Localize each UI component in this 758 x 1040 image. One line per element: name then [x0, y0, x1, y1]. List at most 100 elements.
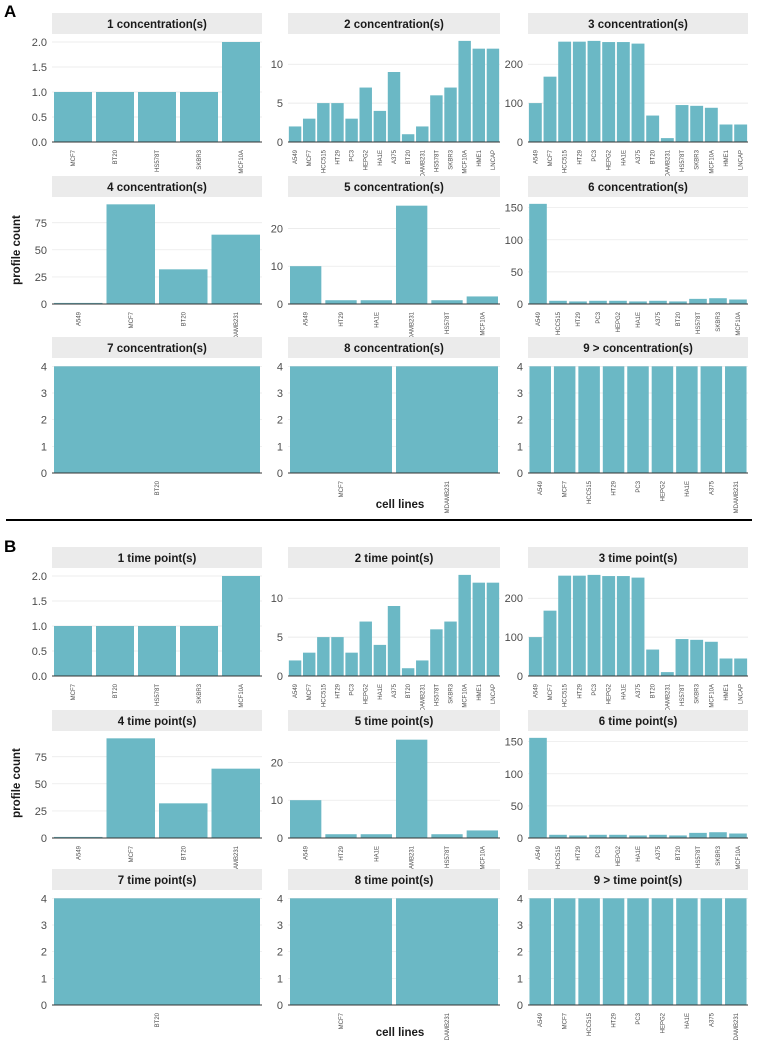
x-tick-label: HCC515	[563, 683, 569, 707]
x-tick-label: HS578T	[434, 684, 440, 706]
facet-strip	[52, 176, 262, 197]
x-tick-label: BT20	[181, 311, 187, 326]
x-tick-label: HA1E	[374, 312, 380, 328]
x-tick-label: MCF7	[339, 1012, 345, 1029]
bar	[396, 205, 428, 304]
x-tick-label: HS578T	[696, 312, 702, 334]
x-tick-label: HS578T	[445, 846, 451, 868]
facet-title: 6 time point(s)	[599, 716, 678, 728]
section-a-ylabel: profile count	[11, 215, 23, 285]
bar	[458, 40, 471, 143]
x-tick-label: HT29	[577, 149, 583, 164]
x-tick-label: MDAMB231	[665, 683, 671, 716]
bar	[54, 898, 260, 1005]
bar	[138, 626, 176, 676]
x-tick-label: BT20	[113, 149, 119, 164]
bar	[373, 110, 387, 142]
x-tick-label: HME1	[477, 149, 483, 166]
bar	[725, 366, 747, 473]
bar	[709, 832, 727, 838]
bar	[734, 658, 748, 676]
bar	[529, 737, 547, 838]
x-tick-label: HME1	[477, 683, 483, 700]
y-tick-label: 2	[517, 415, 523, 427]
facet-b-3: 3 time point(s) 0 100 200 A549 MCF7 HCC515 HT29…	[505, 547, 748, 716]
y-tick-label: 4	[517, 361, 523, 373]
x-tick-label: MCF7	[129, 311, 135, 328]
bar	[627, 366, 649, 473]
y-tick-label: 0	[517, 671, 523, 683]
bar	[290, 800, 322, 838]
bar	[589, 300, 607, 304]
facet-strip	[52, 710, 262, 731]
x-tick-label: MCF10A	[736, 312, 742, 336]
facet-title: 9 > time point(s)	[594, 875, 683, 887]
x-tick-label: PC3	[596, 311, 602, 323]
bar	[725, 898, 747, 1005]
bar	[96, 92, 134, 142]
x-tick-label: MCF7	[563, 480, 569, 497]
x-tick-label: BT20	[676, 845, 682, 860]
x-tick-label: PC3	[350, 149, 356, 161]
y-tick-label: 150	[505, 203, 523, 215]
x-tick-label: BT20	[651, 683, 657, 698]
x-tick-label: MCF10A	[239, 150, 245, 174]
bar	[431, 300, 463, 304]
bar	[416, 126, 429, 142]
facet-strip	[288, 176, 500, 197]
y-tick-label: 4	[277, 361, 283, 373]
x-tick-label: A375	[656, 311, 662, 326]
bar	[387, 606, 401, 676]
y-tick-label: 50	[35, 245, 47, 257]
y-tick-label: 0.5	[32, 112, 47, 124]
facet-strip	[528, 176, 748, 197]
facet-a-5: 5 concentration(s) 0 10 20 A549 HT29 HA1E MDAMB…	[271, 176, 500, 344]
x-tick-label: HA1E	[374, 846, 380, 862]
facet-a-8: 8 concentration(s) 0 1 2 3 4 MCF7 MDAMB231	[277, 337, 500, 513]
y-tick-label: 25	[35, 806, 47, 818]
x-tick-label: SKBR3	[695, 149, 701, 169]
x-tick-label: HEPG2	[660, 1012, 666, 1033]
x-tick-label: A375	[636, 149, 642, 164]
bar	[430, 629, 443, 676]
facet-b-1: 1 time point(s) 0.0 0.5 1.0 1.5 2.0 MCF7 BT20 HS…	[32, 547, 262, 708]
x-tick-label: A549	[304, 311, 310, 326]
y-tick-label: 1.5	[32, 62, 47, 74]
y-tick-label: 3	[277, 388, 283, 400]
x-tick-label: HCC515	[587, 1012, 593, 1036]
x-tick-label: MCF7	[548, 149, 554, 166]
y-tick-label: 2	[41, 947, 47, 959]
bar	[646, 115, 660, 142]
y-tick-label: 0	[277, 1000, 283, 1012]
x-tick-label: MCF10A	[709, 684, 715, 708]
bar	[676, 898, 698, 1005]
x-tick-label: HT29	[612, 1012, 618, 1027]
y-tick-label: 0	[277, 137, 283, 149]
x-tick-label: MCF10A	[709, 150, 715, 174]
bar	[729, 833, 747, 838]
y-tick-label: 2.0	[32, 571, 47, 583]
bar	[396, 366, 498, 473]
facet-title: 2 time point(s)	[355, 553, 434, 565]
bar	[709, 298, 727, 304]
x-tick-label: PC3	[592, 683, 598, 695]
bar	[466, 830, 498, 838]
bar	[54, 92, 92, 142]
facet-title: 3 time point(s)	[599, 553, 678, 565]
x-tick-label: HA1E	[685, 1013, 691, 1029]
bar	[543, 610, 557, 676]
bar	[629, 835, 647, 838]
bar	[700, 898, 723, 1005]
y-tick-label: 10	[271, 261, 283, 273]
facet-title: 7 concentration(s)	[107, 343, 207, 355]
x-tick-label: MDAMB231	[420, 149, 426, 182]
facet-b-2: 2 time point(s) 0 5 10 A549 MCF7 HCC515 HT29 PC3…	[271, 547, 500, 716]
x-tick-label: SKBR3	[716, 311, 722, 331]
x-tick-label: MDAMB231	[234, 845, 240, 878]
facet-a-6: 6 concentration(s) 0 50 100 150 A549 HCC515 HT2…	[505, 176, 748, 336]
x-tick-label: HS578T	[680, 684, 686, 706]
bar	[373, 644, 387, 676]
x-tick-label: HS578T	[155, 684, 161, 706]
x-tick-label: HT29	[339, 845, 345, 860]
bar	[325, 300, 357, 304]
